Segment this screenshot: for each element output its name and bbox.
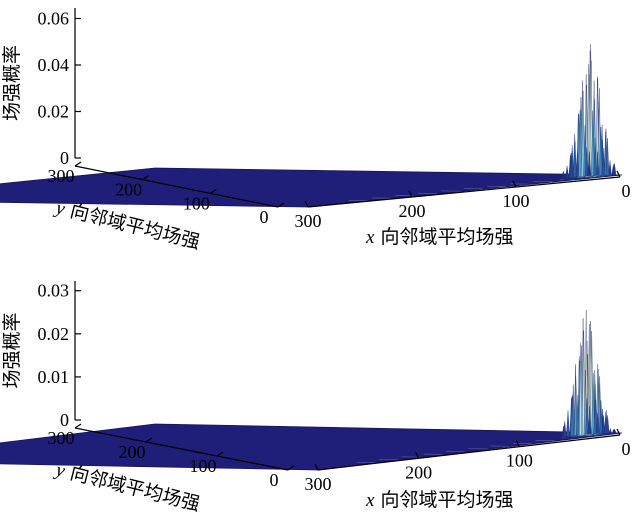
z-tick-label: 0.02	[38, 102, 70, 122]
y-axis-label-text: 向邻域平均场强	[62, 461, 202, 512]
surface-peak	[605, 138, 610, 176]
y-axis	[74, 427, 289, 471]
x-tick-label: 300	[305, 474, 332, 494]
surface-peak	[553, 177, 557, 180]
y-tick-mark	[216, 451, 224, 457]
y-tick-label: 200	[115, 180, 142, 200]
y-tick-mark	[145, 437, 153, 443]
surface-peak	[581, 90, 585, 177]
surface-peak	[578, 343, 583, 436]
y-tick-label: 0	[260, 207, 269, 227]
y-tick-mark	[210, 188, 217, 194]
x-axis-label: x 向邻域平均场强	[365, 226, 513, 248]
x-tick-mark	[314, 463, 319, 471]
y-tick-mark	[142, 175, 149, 181]
surface-peak	[608, 427, 613, 435]
x-tick-label: 100	[503, 191, 530, 211]
x-tick-mark	[616, 428, 621, 436]
z-axis-label: 场强概率	[1, 45, 23, 121]
surface-peak	[605, 415, 610, 434]
surface-peak	[591, 110, 595, 176]
surface-peak	[593, 399, 598, 434]
x-tick-mark	[515, 440, 520, 447]
y-axis	[74, 165, 279, 208]
x-tick-mark	[415, 452, 420, 459]
surface-peak	[598, 127, 603, 176]
surface-peak	[565, 165, 569, 178]
x-tick-label: 200	[399, 201, 426, 221]
y-tick-label: 100	[183, 193, 210, 213]
z-tick-label: 0.03	[38, 281, 70, 301]
x-tick-mark	[616, 170, 621, 178]
z-tick-label: 0.06	[38, 9, 70, 29]
x-axis-label: x 向邻域平均场强	[365, 489, 513, 511]
surface-peak	[578, 110, 582, 178]
surface-peak	[554, 434, 559, 438]
surface-peak	[570, 395, 575, 436]
x-tick-label: 100	[506, 451, 533, 471]
surface-peak	[562, 421, 567, 438]
x-tick-mark	[304, 200, 309, 208]
surface-peak	[595, 151, 600, 176]
surface-peak	[573, 376, 578, 436]
z-tick-label: 0	[60, 148, 69, 168]
surface-peak	[601, 415, 606, 434]
surface-peak	[585, 398, 589, 435]
x-tick-mark	[512, 180, 517, 188]
surface-peak	[595, 413, 600, 434]
surface-peak	[587, 164, 591, 176]
x-tick-label: 0	[622, 181, 631, 201]
surface-peak	[584, 147, 589, 177]
z-tick-label: 0.04	[38, 55, 70, 75]
surface-peak	[567, 437, 573, 439]
surface-peak	[573, 141, 577, 178]
x-tick-mark	[408, 190, 413, 198]
z-tick-label: 0.01	[38, 367, 70, 387]
y-tick-label: 100	[190, 456, 217, 476]
x-tick-label: 0	[622, 439, 631, 459]
surface-peak	[576, 394, 580, 435]
surface-peak	[608, 160, 612, 177]
surface-peak	[566, 410, 570, 437]
y-tick-label: 200	[119, 442, 146, 462]
x-tick-label: 300	[295, 211, 322, 231]
surface-peak	[587, 420, 591, 434]
x-axis-label-text: 向邻域平均场强	[374, 226, 513, 248]
y-tick-mark	[74, 161, 82, 167]
y-axis-label-text: 向邻域平均场强	[62, 199, 202, 254]
surface-peak	[575, 153, 580, 177]
x-axis-label-var: x	[365, 227, 375, 248]
z-tick-label: 0.02	[38, 324, 70, 344]
x-axis-label-text: 向邻域平均场强	[374, 489, 513, 511]
y-tick-label: 300	[48, 166, 75, 186]
surface-peak	[612, 428, 617, 434]
z-tick-label: 0	[60, 410, 69, 430]
x-axis	[317, 434, 621, 471]
surface-peak	[591, 373, 595, 435]
x-axis	[307, 176, 621, 208]
surface-peak	[566, 178, 571, 180]
surface-peak	[561, 171, 566, 179]
y-tick-label: 0	[270, 470, 279, 490]
surface-peak	[599, 400, 603, 434]
y-tick-mark	[277, 202, 285, 208]
y-tick-label: 300	[48, 428, 75, 448]
y-tick-mark	[287, 465, 295, 471]
surface-peak	[569, 156, 574, 178]
z-axis-label: 场强概率	[1, 312, 23, 388]
surface-peak	[612, 163, 617, 176]
surface-peak	[601, 148, 606, 176]
surface-peak	[558, 434, 563, 439]
surface-peak	[556, 177, 562, 180]
x-axis-label-var: x	[365, 490, 375, 511]
x-tick-label: 200	[405, 462, 432, 482]
y-tick-mark	[74, 423, 82, 429]
